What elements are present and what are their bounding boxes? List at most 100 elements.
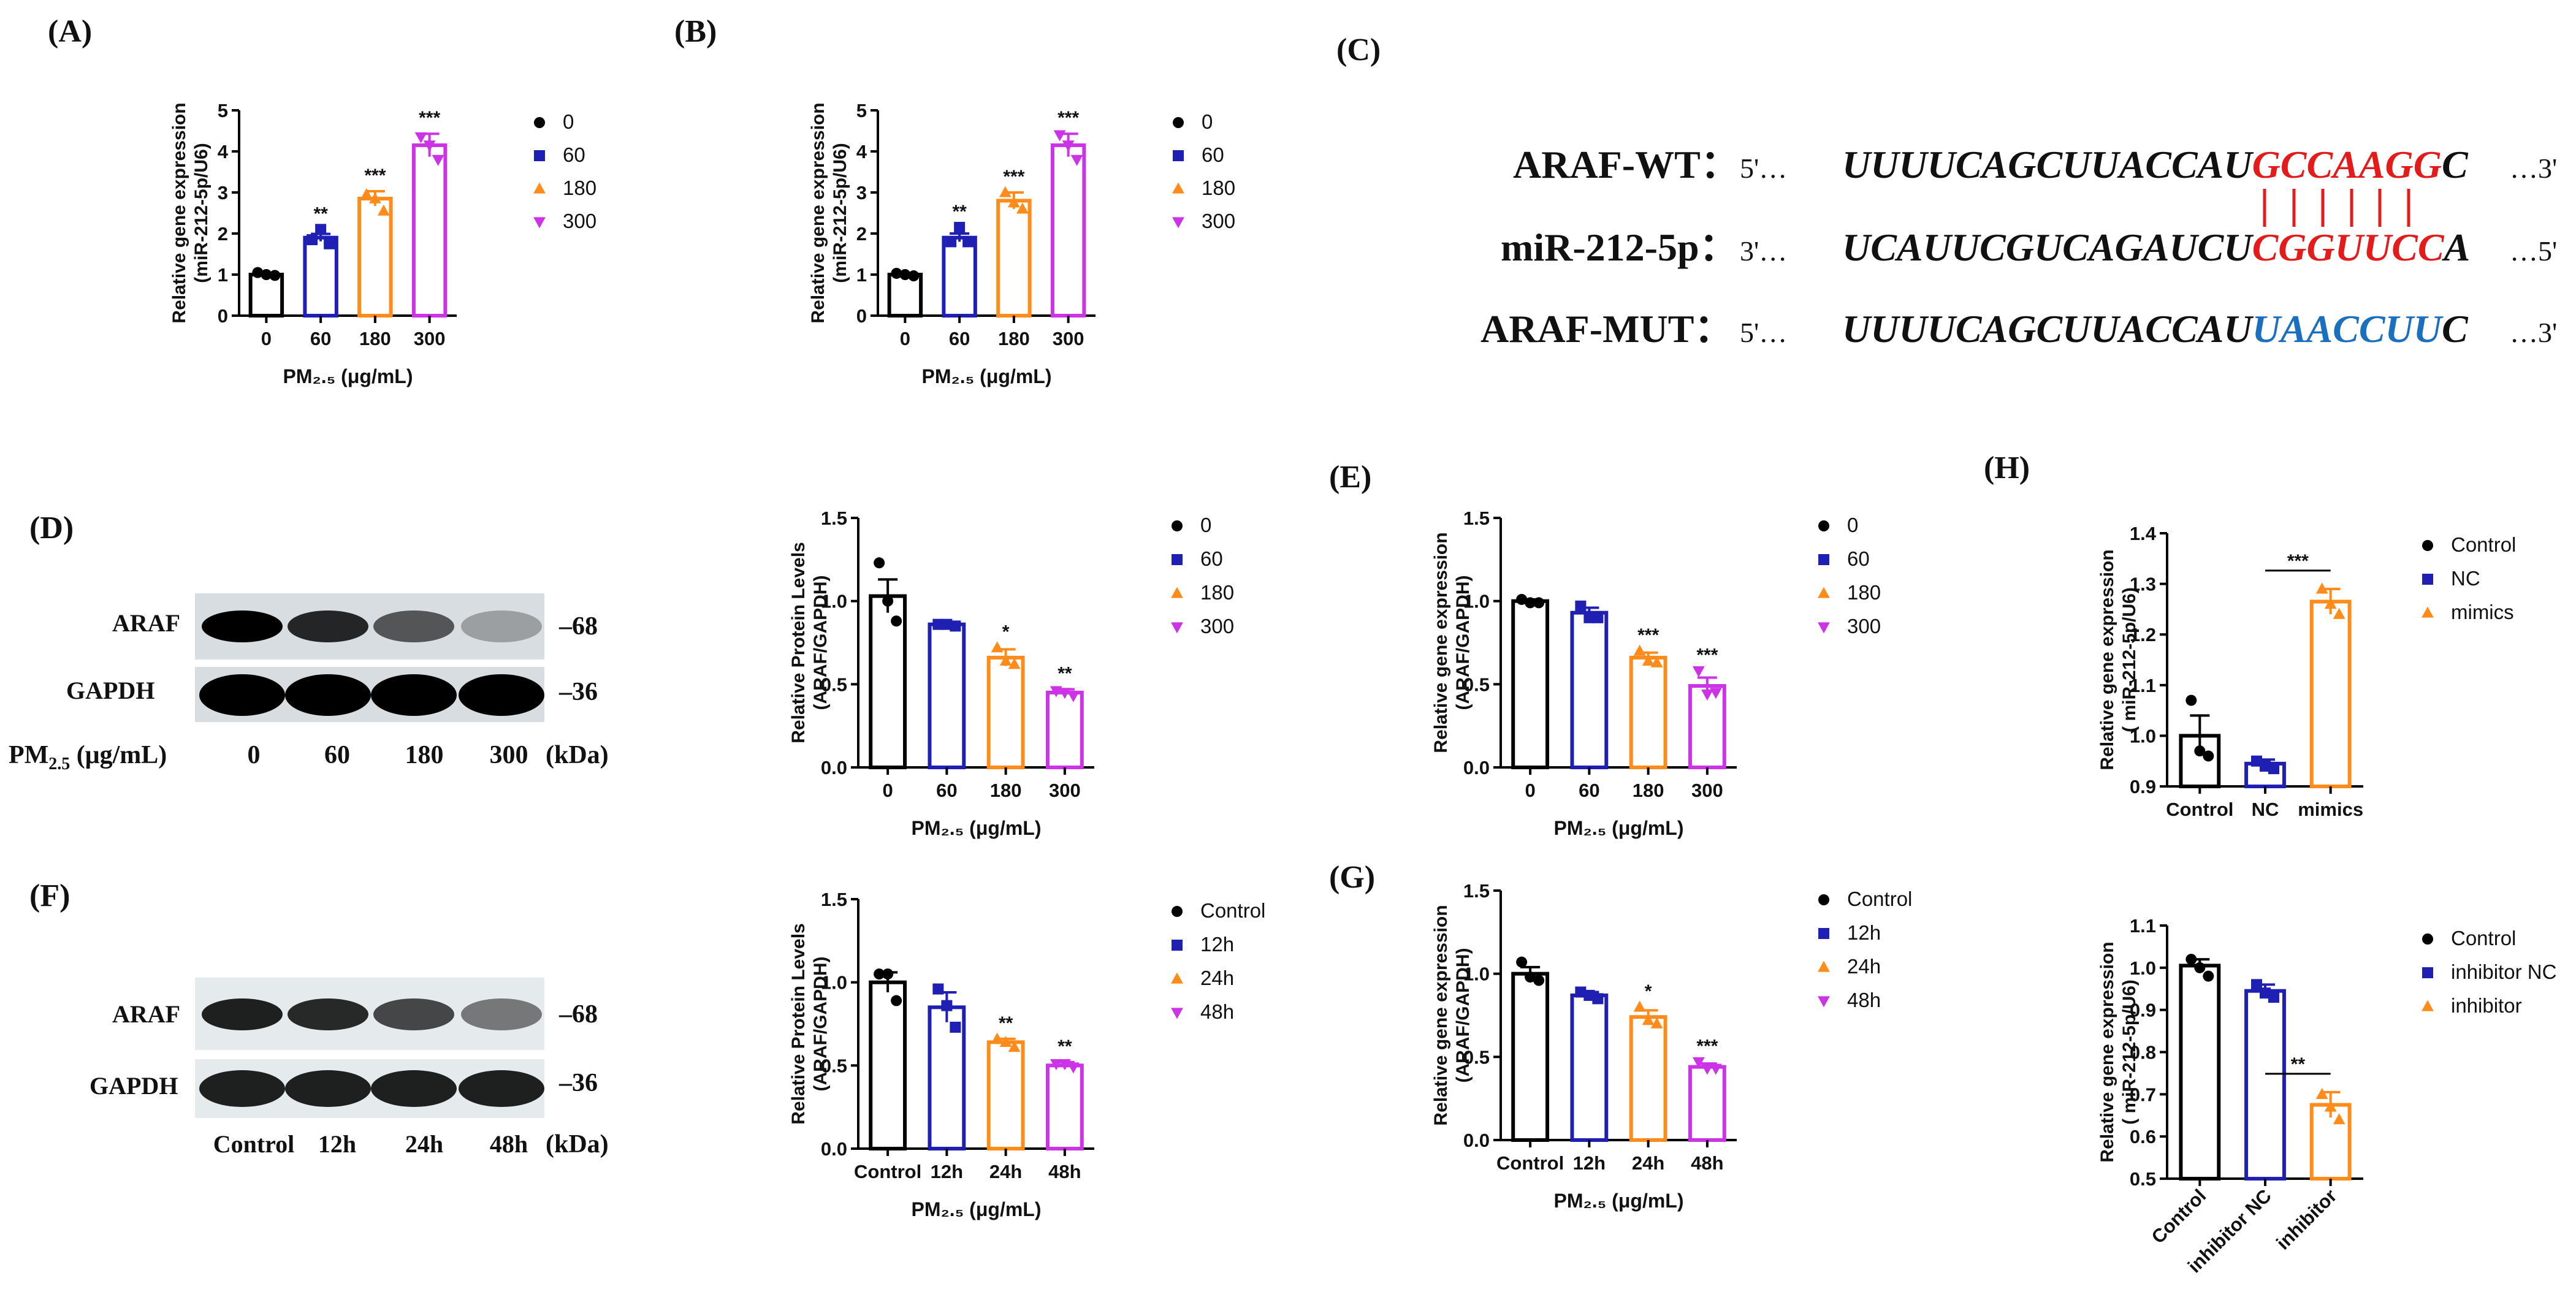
sequence-alignment: ARAF-WT： 5'… UUUUCAGCUUACCAUGCCAAGGC …3'… bbox=[1480, 143, 2557, 351]
significance-mark: *** bbox=[419, 108, 440, 128]
data-point bbox=[999, 1035, 1012, 1047]
data-point bbox=[999, 186, 1012, 197]
y-tick-label: 1.0 bbox=[821, 591, 847, 612]
chart-b: 0 1 2 3 4 5 Relative gene expression (miR-212-5… bbox=[808, 100, 1235, 387]
significance-mark: *** bbox=[1637, 625, 1659, 645]
data-point bbox=[1575, 986, 1587, 998]
blot-f-unit: (kDa) bbox=[546, 1130, 609, 1158]
x-tick-label: inhibitor bbox=[2272, 1185, 2341, 1253]
legend-label: 60 bbox=[563, 143, 585, 166]
significance-mark: ** bbox=[999, 1013, 1013, 1033]
panel-label-a: (A) bbox=[48, 14, 92, 49]
y-tick-label: 1.0 bbox=[821, 972, 847, 994]
legend-marker bbox=[1171, 972, 1183, 984]
bar bbox=[357, 197, 393, 317]
y-tick-label: 5 bbox=[856, 100, 867, 121]
y-tick-label: 1.1 bbox=[2130, 915, 2156, 937]
blot-f-marker-68: –68 bbox=[558, 1000, 598, 1029]
legend-label: 0 bbox=[563, 110, 574, 133]
bar bbox=[1511, 972, 1550, 1142]
bar bbox=[2244, 989, 2286, 1181]
x-tick-label: 60 bbox=[936, 780, 957, 801]
bar bbox=[1688, 1065, 1726, 1142]
data-point bbox=[1067, 691, 1080, 702]
data-point bbox=[324, 238, 335, 249]
data-point bbox=[2251, 755, 2262, 767]
y-tick-label: 0 bbox=[856, 305, 867, 327]
y-axis-label: Relative Protein Levels (ARAF/GAPDH) bbox=[788, 542, 831, 743]
y-axis-label: Relative gene expression (ARAF/GAPDH) bbox=[1431, 905, 1473, 1125]
y-tick-label: 1.5 bbox=[1463, 508, 1490, 529]
x-tick-label: mimics bbox=[2298, 799, 2363, 820]
data-point bbox=[1633, 644, 1646, 656]
y-tick-label: 0.6 bbox=[2130, 1126, 2156, 1147]
y-tick-label: 0.0 bbox=[821, 757, 847, 778]
significance-mark: * bbox=[1002, 622, 1010, 642]
blot-d-band-gapdh bbox=[459, 674, 544, 716]
x-tick-label: 0 bbox=[1525, 780, 1536, 801]
data-point bbox=[2260, 760, 2271, 772]
y-tick-label: 1.5 bbox=[821, 889, 847, 910]
legend-marker bbox=[1818, 622, 1830, 634]
x-tick-label: Control bbox=[1496, 1152, 1564, 1174]
y-axis-label: Relative gene expression( miR-212-5p/U6) bbox=[2097, 941, 2140, 1162]
legend-marker bbox=[1818, 554, 1829, 565]
y-tick-label: 0.5 bbox=[1463, 1046, 1490, 1068]
x-tick-label: 0 bbox=[261, 328, 272, 349]
data-point bbox=[2203, 750, 2214, 762]
data-point bbox=[1525, 597, 1536, 609]
y-tick-label: 3 bbox=[856, 182, 867, 203]
blot-f-band-gapdh bbox=[285, 1070, 371, 1107]
x-tick-label: 300 bbox=[1691, 780, 1723, 801]
y-axis-label: Relative gene expression (miR-212-5p/U6) bbox=[169, 102, 211, 323]
legend-label: 0 bbox=[1200, 514, 1211, 536]
x-tick-label: 180 bbox=[990, 780, 1022, 801]
western-blot-f: ARAF GAPDH –68 –36 Control 12h 24h 48h (… bbox=[90, 978, 609, 1158]
x-tick-label: 300 bbox=[1053, 328, 1084, 349]
data-point bbox=[1650, 656, 1663, 667]
bar bbox=[996, 199, 1032, 317]
seq-name-mut: ARAF-MUT： bbox=[1480, 307, 1733, 351]
legend-label: 12h bbox=[1847, 921, 1881, 944]
chart-d: 0.0 0.5 1.0 1.5 Relative Protein Levels (ARAF… bbox=[788, 508, 1234, 839]
data-point bbox=[2315, 582, 2328, 594]
y-tick-label: 2 bbox=[856, 223, 867, 245]
y-axis-label-line-2: (ARAF/GAPDH) bbox=[810, 576, 831, 710]
data-point bbox=[1058, 688, 1071, 699]
data-point bbox=[991, 641, 1004, 653]
bar bbox=[869, 980, 907, 1150]
y-tick-label: 0.7 bbox=[2130, 1084, 2156, 1105]
legend-marker bbox=[1818, 894, 1829, 905]
data-point bbox=[1592, 993, 1604, 1005]
legend-marker bbox=[1171, 1008, 1183, 1019]
blot-d-lane-1: 0 bbox=[248, 741, 261, 769]
data-point bbox=[307, 234, 318, 246]
x-tick-label: 180 bbox=[998, 328, 1030, 349]
chart-f: 0.0 0.5 1.0 1.5 Relative Protein Levels (ARAF… bbox=[788, 889, 1265, 1220]
y-tick-label: 0.0 bbox=[1463, 1130, 1490, 1151]
legend-marker bbox=[1818, 928, 1829, 939]
blot-d-protein-araf: ARAF bbox=[112, 609, 180, 637]
data-point bbox=[1642, 654, 1655, 666]
y-tick-label: 0.8 bbox=[2130, 1042, 2156, 1063]
legend-marker bbox=[534, 117, 545, 128]
data-point bbox=[941, 618, 953, 630]
legend-marker bbox=[1818, 960, 1830, 972]
blot-d-unit: (kDa) bbox=[546, 741, 609, 769]
blot-d-band-araf bbox=[202, 610, 283, 642]
y-axis-label: Relative gene expression (ARAF/GAPDH) bbox=[1431, 532, 1473, 753]
legend-label: 48h bbox=[1200, 1000, 1234, 1023]
legend-label: 180 bbox=[563, 177, 596, 199]
legend-marker bbox=[1818, 520, 1829, 531]
legend-marker bbox=[2422, 540, 2433, 551]
data-point bbox=[315, 224, 327, 235]
x-tick-label: 48h bbox=[1691, 1152, 1723, 1174]
y-tick-label: 0.9 bbox=[2130, 776, 2156, 797]
x-axis-label: PM₂.₅ (μg/mL) bbox=[922, 365, 1052, 387]
data-point bbox=[932, 983, 944, 995]
panel-label-h: (H) bbox=[1984, 451, 2030, 485]
data-point bbox=[423, 140, 436, 152]
bar bbox=[1570, 610, 1609, 769]
y-tick-label: 0.5 bbox=[821, 1055, 847, 1076]
